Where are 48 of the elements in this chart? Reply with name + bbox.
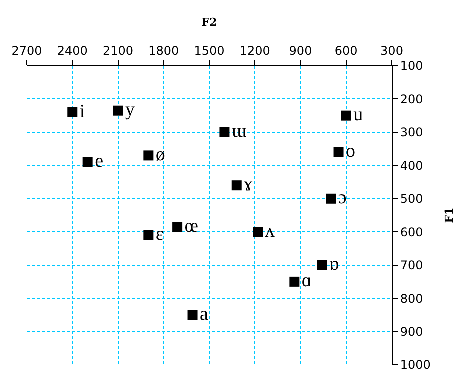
series-label: ɤ [244, 174, 254, 196]
point [68, 108, 78, 118]
point [82, 157, 93, 168]
x-tick-label: 2700 [12, 44, 42, 58]
x-tick-label: 2400 [57, 44, 88, 58]
y-axis-title: F1 [443, 208, 456, 224]
series-label: ɔ [338, 188, 347, 209]
point [341, 110, 352, 121]
series-label: e [95, 151, 104, 172]
x-tick-label: 900 [289, 44, 312, 58]
series-label: ɑ [302, 270, 312, 292]
series-label: œ [184, 216, 199, 237]
y-tick-label: 700 [400, 258, 424, 273]
point [232, 180, 242, 191]
y-tick-label: 100 [400, 59, 424, 74]
series-label: ø [156, 144, 166, 166]
series-label: i [80, 101, 86, 122]
x-tick-label: 1800 [148, 44, 180, 58]
x-tick-label: 600 [334, 44, 358, 58]
y-tick-label: 300 [400, 126, 424, 140]
y-tick-label: 800 [400, 292, 424, 306]
point [144, 150, 154, 161]
point [326, 194, 336, 204]
x-tick-label: 2100 [102, 44, 134, 58]
series-label: ɒ [329, 254, 340, 276]
y-tick-label: 900 [400, 324, 424, 339]
point [334, 147, 344, 158]
point [220, 127, 230, 138]
point [113, 106, 124, 116]
x-axis-title: F2 [202, 16, 218, 29]
y-tick-label: 600 [400, 225, 424, 240]
point [188, 310, 198, 320]
series-label: o [346, 141, 356, 162]
y-tick-label: 1000 [400, 358, 431, 372]
x-tick-label: 1200 [240, 44, 270, 58]
point [290, 276, 300, 287]
x-tick-label: 1500 [194, 44, 225, 58]
series-label: a [200, 304, 210, 325]
series-label: y [126, 100, 136, 121]
y-tick-label: 500 [400, 192, 424, 206]
y-tick-label: 400 [400, 158, 424, 173]
x-tick-label: 300 [380, 44, 404, 58]
series-label: u [354, 104, 364, 126]
point [172, 222, 183, 232]
y-tick-label: 200 [400, 92, 424, 106]
point [144, 230, 154, 240]
point [317, 260, 328, 270]
point [253, 227, 264, 238]
